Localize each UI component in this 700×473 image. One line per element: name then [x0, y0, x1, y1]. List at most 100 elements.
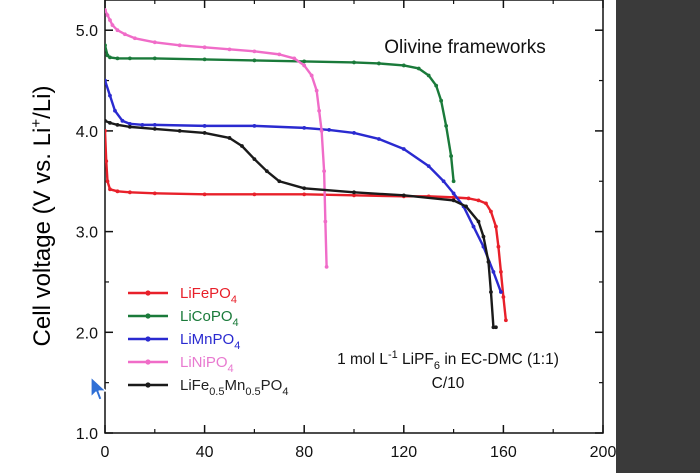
data-point	[496, 244, 501, 249]
legend-swatch-marker	[145, 290, 151, 296]
data-point	[439, 98, 444, 103]
legend-label-part: 4	[233, 317, 239, 329]
legend-label-part: LiNiPO	[180, 354, 228, 371]
data-point	[115, 56, 120, 61]
x-tick-label: 40	[196, 444, 214, 461]
data-point	[202, 57, 207, 62]
data-point	[501, 295, 506, 299]
data-point	[302, 125, 307, 130]
data-point	[127, 124, 132, 129]
data-point	[108, 93, 112, 98]
legend-label-part: LiFePO	[180, 285, 231, 302]
legend-label-part: Mn	[224, 377, 245, 394]
data-point	[240, 144, 244, 148]
y-tick-label: 4.0	[76, 124, 98, 141]
data-point	[466, 196, 471, 201]
legend-item: LiFe0.5Mn0.5PO4	[128, 377, 288, 398]
annotation-electrolyte: 1 mol L-1 LiPF6 in EC-DMC (1:1)	[337, 349, 559, 372]
legend-label: LiNiPO4	[180, 354, 234, 375]
data-point	[503, 318, 508, 323]
data-point	[105, 118, 107, 123]
data-point	[302, 186, 307, 191]
x-tick-label: 0	[101, 444, 110, 461]
legend-item: LiNiPO4	[128, 354, 234, 375]
data-point	[292, 56, 297, 61]
data-point	[352, 60, 356, 65]
data-point	[401, 63, 406, 68]
data-point	[108, 187, 112, 192]
data-point	[105, 43, 107, 48]
data-point	[227, 47, 232, 52]
data-point	[449, 154, 454, 158]
data-point	[110, 23, 115, 28]
data-point	[152, 56, 157, 61]
data-point	[352, 190, 356, 195]
data-point	[464, 204, 468, 209]
data-point	[105, 8, 107, 12]
legend-item: LiCoPO4	[128, 308, 239, 329]
y-tick-label: 3.0	[76, 225, 98, 242]
data-point	[486, 259, 491, 264]
legend-label-part: 4	[234, 340, 240, 352]
data-point	[277, 52, 282, 57]
legend-item: LiFePO4	[128, 285, 237, 306]
series-LiFe0.5Mn0.5PO4	[105, 118, 498, 330]
annotation-part: 6	[434, 360, 440, 372]
data-point	[202, 123, 207, 128]
data-point	[120, 118, 125, 123]
data-point	[152, 40, 157, 45]
data-point	[152, 191, 157, 196]
data-point	[451, 191, 456, 196]
data-point	[105, 179, 110, 184]
data-point	[108, 120, 112, 125]
x-tick-label: 120	[390, 444, 417, 461]
plot-frame	[104, 0, 604, 434]
y-axis-label-part: Cell voltage (V vs. Li	[29, 128, 56, 347]
data-point	[352, 131, 356, 135]
series-LiCoPO4	[105, 43, 456, 184]
data-point	[127, 56, 132, 61]
data-point	[115, 28, 120, 33]
right-dark-margin	[616, 0, 700, 473]
legend-label-part: LiMnPO	[180, 331, 234, 348]
annotation-part: -1	[388, 349, 398, 361]
data-point	[426, 73, 431, 78]
legend-label-part: PO	[261, 377, 283, 394]
x-tick-label: 80	[295, 444, 313, 461]
data-point	[451, 198, 456, 203]
data-point	[177, 129, 182, 133]
legend: LiFePO4LiCoPO4LiMnPO4LiNiPO4LiFe0.5Mn0.5…	[128, 285, 288, 398]
series-line	[105, 9, 328, 267]
data-point	[140, 122, 145, 127]
data-point	[476, 198, 481, 203]
data-point	[177, 43, 182, 48]
data-point	[314, 88, 319, 93]
annotation-rate: C/10	[432, 375, 465, 392]
y-tick-label: 1.0	[76, 426, 98, 443]
data-point	[227, 136, 232, 140]
data-point	[264, 169, 269, 174]
legend-label-part: 4	[231, 294, 237, 306]
data-point	[127, 121, 132, 126]
data-point	[489, 209, 493, 214]
data-point	[202, 131, 207, 135]
annotation-part: LiPF	[398, 351, 434, 368]
data-point	[494, 325, 498, 330]
y-axis-label-sup: +	[28, 119, 45, 128]
data-point	[491, 269, 496, 274]
data-point	[494, 224, 498, 229]
series-line	[105, 80, 503, 293]
data-point	[105, 78, 107, 83]
data-point	[252, 192, 257, 197]
data-point	[323, 219, 328, 224]
data-point	[309, 73, 314, 78]
legend-swatch-marker	[145, 313, 151, 319]
data-point	[202, 192, 207, 197]
data-point	[426, 164, 431, 169]
data-point	[499, 290, 503, 294]
data-point	[302, 192, 307, 197]
data-point	[377, 61, 381, 66]
data-point	[499, 269, 503, 274]
data-point	[252, 58, 257, 63]
